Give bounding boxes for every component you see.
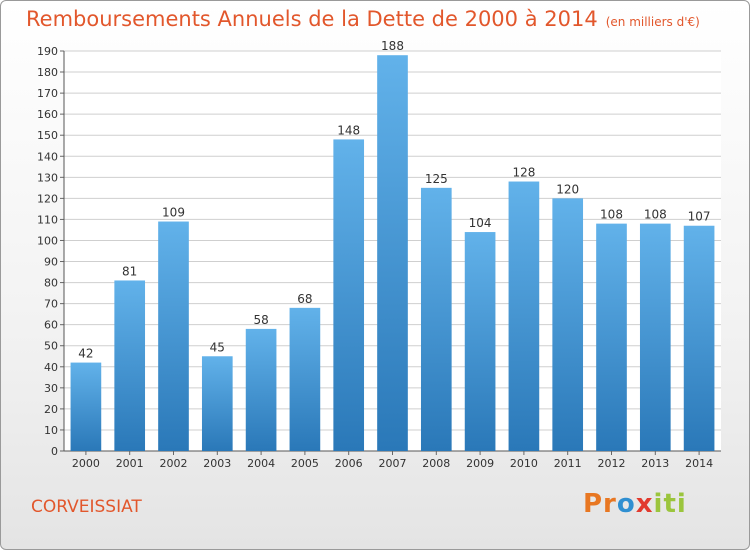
- x-tick-label: 2014: [685, 457, 713, 470]
- x-tick-label: 2003: [203, 457, 231, 470]
- y-tick-label: 40: [44, 361, 58, 374]
- x-tick-label: 2002: [160, 457, 188, 470]
- data-label: 108: [600, 208, 623, 222]
- y-tick-label: 100: [37, 234, 58, 247]
- data-label: 108: [644, 208, 667, 222]
- x-tick-label: 2009: [466, 457, 494, 470]
- data-label: 104: [469, 216, 492, 230]
- data-label: 42: [78, 347, 93, 361]
- y-tick-label: 0: [51, 445, 58, 458]
- y-tick-label: 170: [37, 87, 58, 100]
- data-label: 120: [556, 182, 579, 196]
- bar: [552, 198, 584, 451]
- data-label: 81: [122, 264, 137, 278]
- data-label: 107: [688, 210, 711, 224]
- bar: [683, 225, 715, 451]
- y-tick-label: 90: [44, 256, 58, 269]
- bar: [114, 280, 146, 451]
- y-tick-label: 110: [37, 213, 58, 226]
- y-tick-label: 180: [37, 66, 58, 79]
- y-tick-label: 20: [44, 403, 58, 416]
- chart-unit: (en milliers d'€): [605, 15, 700, 29]
- data-label: 68: [297, 292, 312, 306]
- bar: [158, 221, 189, 451]
- y-tick-label: 10: [44, 424, 58, 437]
- y-tick-label: 150: [37, 129, 58, 142]
- y-tick-label: 80: [44, 277, 58, 290]
- data-label: 109: [162, 206, 185, 220]
- chart-title-text: Remboursements Annuels de la Dette de 20…: [26, 7, 598, 31]
- y-tick-label: 50: [44, 340, 58, 353]
- x-tick-label: 2013: [641, 457, 669, 470]
- y-tick-label: 70: [44, 298, 58, 311]
- x-tick-label: 2000: [72, 457, 100, 470]
- bar: [333, 139, 365, 451]
- data-label: 188: [381, 39, 404, 53]
- bar: [245, 328, 277, 451]
- y-tick-label: 30: [44, 382, 58, 395]
- x-tick-label: 2008: [422, 457, 450, 470]
- bar: [464, 232, 496, 451]
- data-label: 58: [253, 313, 268, 327]
- proxiti-logo: Proxiti: [583, 489, 687, 519]
- y-tick-label: 160: [37, 108, 58, 121]
- x-tick-label: 2011: [554, 457, 582, 470]
- data-label: 45: [210, 340, 225, 354]
- data-label: 148: [337, 123, 360, 137]
- data-label: 125: [425, 172, 448, 186]
- y-tick-label: 130: [37, 171, 58, 184]
- bar: [639, 223, 671, 451]
- bar: [289, 307, 321, 451]
- bar: [420, 187, 452, 451]
- x-tick-label: 2010: [510, 457, 538, 470]
- x-tick-label: 2006: [335, 457, 363, 470]
- bar: [508, 181, 540, 452]
- x-tick-label: 2004: [247, 457, 275, 470]
- bar: [201, 356, 233, 451]
- x-tick-label: 2012: [598, 457, 626, 470]
- y-tick-label: 140: [37, 150, 58, 163]
- y-tick-label: 120: [37, 192, 58, 205]
- bar: [596, 223, 627, 451]
- bar: [377, 55, 408, 452]
- y-tick-label: 60: [44, 319, 58, 332]
- chart-title: Remboursements Annuels de la Dette de 20…: [26, 7, 700, 31]
- y-tick-label: 190: [37, 45, 58, 58]
- data-label: 128: [512, 166, 535, 180]
- x-tick-label: 2005: [291, 457, 319, 470]
- commune-name: CORVEISSIAT: [31, 497, 142, 517]
- x-tick-label: 2001: [116, 457, 144, 470]
- x-tick-label: 2007: [379, 457, 407, 470]
- bar: [70, 362, 102, 451]
